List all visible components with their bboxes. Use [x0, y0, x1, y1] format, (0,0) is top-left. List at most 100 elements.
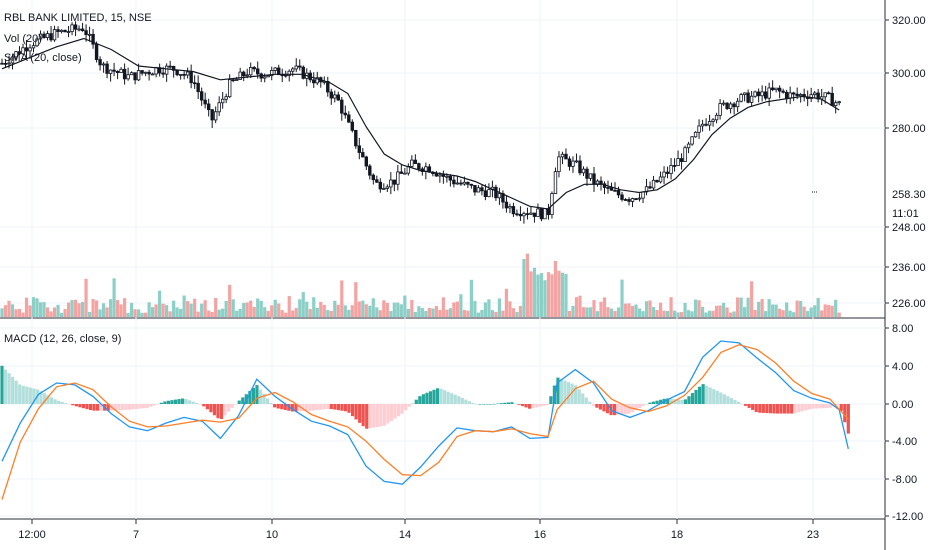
candle-body: [270, 70, 274, 77]
candle-body: [455, 182, 460, 185]
macd-hist-bar: [825, 404, 829, 408]
macd-hist-bar: [315, 404, 319, 411]
macd-hist-bar: [559, 379, 564, 404]
macd-hist-bar: [365, 404, 369, 429]
volume-bar: [764, 311, 768, 317]
candle-body: [690, 136, 694, 145]
macd-hist-bar: [301, 404, 305, 412]
volume-bar: [161, 303, 165, 317]
macd-hist-bar: [354, 404, 358, 420]
candle-body: [448, 175, 453, 181]
macd-hist-bar: [234, 404, 238, 405]
macd-hist-bar: [687, 396, 691, 404]
macd-hist-bar: [166, 400, 171, 404]
macd-hist-bar: [336, 404, 340, 411]
macd-hist-bar: [85, 404, 89, 410]
macd-hist-bar: [49, 397, 54, 404]
candle-body: [315, 77, 319, 84]
candle-body: [133, 72, 137, 81]
volume-bar: [490, 310, 495, 317]
candle-body: [823, 92, 827, 98]
volume-bar: [431, 308, 435, 317]
macd-hist-bar: [120, 404, 124, 411]
volume-bar: [308, 309, 312, 317]
volume-bar: [476, 312, 480, 317]
macd-hist-bar: [99, 404, 103, 411]
volume-bar: [707, 310, 712, 317]
macd-hist-bar: [577, 389, 581, 404]
macd-hist-bar: [676, 399, 680, 404]
candle-body: [154, 67, 158, 75]
volume-bar: [448, 308, 452, 317]
volume-bar: [406, 308, 410, 317]
volume-bar: [658, 302, 663, 317]
candle-body: [700, 123, 705, 127]
candle-body: [648, 186, 652, 189]
candle-body: [641, 191, 645, 199]
volume-bar: [637, 308, 642, 317]
candle-body: [119, 68, 123, 73]
macd-hist-bar: [464, 399, 468, 404]
macd-hist-bar: [191, 401, 195, 404]
macd-hist-bar: [227, 404, 231, 412]
macd-hist-bar: [584, 397, 588, 404]
volume-bar: [683, 302, 687, 317]
volume-bar: [151, 307, 155, 317]
candle-body: [115, 70, 120, 73]
candle-body: [368, 165, 372, 176]
macd-hist-bar: [7, 373, 11, 404]
candle-body: [52, 29, 57, 41]
candle-body: [234, 79, 239, 81]
volume-bar: [154, 304, 158, 317]
volume-bar: [795, 300, 799, 317]
macd-hist-bar: [280, 404, 284, 410]
volume-bar: [133, 309, 137, 317]
candle-body: [739, 94, 743, 102]
candle-body: [711, 119, 715, 122]
sma-legend: SMA (20, close): [4, 52, 82, 64]
macd-hist-bar: [3, 369, 8, 404]
candle-body: [770, 87, 775, 91]
volume-bar: [557, 270, 561, 317]
volume-bar: [781, 310, 785, 317]
time-tick-label: 12:00: [18, 529, 46, 541]
volume-bar: [771, 304, 775, 317]
macd-hist-bar: [283, 404, 287, 410]
volume-bar: [98, 309, 102, 317]
volume-bar: [792, 312, 796, 317]
volume-bar: [287, 296, 291, 317]
volume-bar: [35, 298, 39, 317]
candle-body: [273, 67, 277, 71]
macd-hist-bar: [262, 394, 266, 404]
volume-bar: [760, 299, 764, 317]
volume-bar: [112, 278, 116, 317]
volume-bar: [497, 298, 502, 317]
candle-body: [266, 75, 270, 78]
macd-series-macd: [1, 340, 849, 485]
macd-hist-bar: [411, 403, 415, 404]
macd-hist-bar: [329, 404, 333, 410]
candle-body: [242, 71, 246, 77]
volume-bar: [165, 305, 169, 317]
candle-body: [462, 181, 467, 185]
volume-bar: [823, 304, 827, 317]
candle-body: [522, 213, 526, 217]
macd-hist-bar: [106, 404, 110, 411]
candle-body: [287, 70, 291, 76]
volume-bar: [693, 299, 698, 317]
volume-bar: [14, 309, 18, 317]
volume-bar: [312, 297, 316, 317]
candle-body: [175, 69, 179, 76]
candle-body: [413, 159, 418, 164]
candle-body: [497, 193, 502, 199]
candle-body: [213, 111, 218, 121]
macd-hist-bar: [620, 404, 624, 415]
volume-bar: [623, 303, 628, 317]
macd-hist-bar: [644, 403, 649, 405]
volume-bar: [560, 272, 565, 317]
volume-bar: [487, 299, 491, 317]
macd-hist-bar: [347, 404, 351, 413]
volume-bar: [73, 299, 78, 317]
volume-bar: [52, 307, 57, 317]
